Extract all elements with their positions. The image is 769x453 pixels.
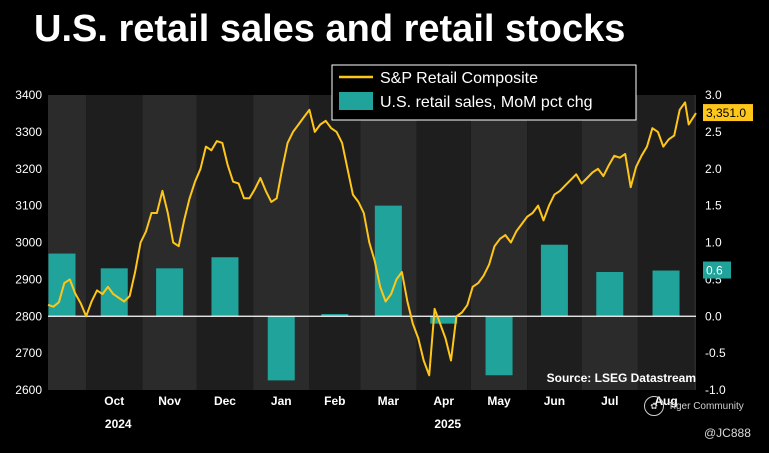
month-label: Apr [433,394,454,408]
sales-bar [374,205,402,317]
month-band [142,95,197,390]
month-label: Dec [214,394,236,408]
month-band [694,95,696,390]
legend-box [331,64,637,121]
tiger-logo-icon: ✿ [644,396,664,416]
month-label: Mar [378,394,400,408]
legend-bar-swatch [339,92,373,110]
sales-bar [267,316,295,381]
sales-bar [430,316,458,324]
month-band [196,95,254,390]
right-tick-label: 2.0 [705,162,722,176]
last-value-labels: 3,351.0 0.6 [703,104,753,279]
year-label: 2025 [434,417,461,431]
month-label: Oct [104,394,124,408]
month-label: Nov [158,394,181,408]
price-label-box [703,104,753,122]
month-band [581,95,638,390]
right-axis-ticks: -1.0-0.50.00.51.01.52.02.53.0 [705,88,726,397]
sales-bar [652,270,680,317]
retail-composite-path [47,101,697,377]
sales-bar [156,268,184,317]
retail-composite-line [47,101,697,377]
left-tick-label: 3300 [15,125,42,139]
sales-bar [540,244,568,317]
watermark: ✿ Tiger Community [644,396,744,416]
watermark-brand: Tiger Community [668,400,744,412]
right-tick-label: 3.0 [705,88,722,102]
chart-title: U.S. retail sales and retail stocks [34,8,626,50]
sales-bar [596,272,624,317]
right-tick-label: 0.0 [705,309,722,323]
author-handle: @JC888 [704,426,751,440]
month-label: May [487,394,511,408]
legend-bar-label: U.S. retail sales, MoM pct chg [380,94,593,111]
month-band [309,95,361,390]
month-bands [48,95,696,390]
left-tick-label: 2900 [15,272,42,286]
right-tick-label: -0.5 [705,346,726,360]
left-tick-label: 2800 [15,309,42,323]
left-tick-label: 2700 [15,346,42,360]
right-tick-label: 2.5 [705,125,722,139]
month-band [48,95,87,390]
sales-label-box [703,261,731,279]
sales-label: 0.6 [706,264,723,278]
right-tick-label: 1.0 [705,236,722,250]
left-tick-label: 3000 [15,236,42,250]
sales-bar [485,316,513,376]
price-label: 3,351.0 [706,106,746,120]
month-band [527,95,582,390]
left-axis-ticks: 2600 2700 2800 2900 3000 3100 3200 3300 3400 [15,88,42,397]
month-band [86,95,143,390]
left-tick-label: 3100 [15,199,42,213]
year-label: 2024 [105,417,132,431]
right-tick-label: -1.0 [705,383,726,397]
left-tick-label: 3200 [15,162,42,176]
retail-sales-bars [48,205,680,381]
month-band [416,95,471,390]
legend-line-label: S&P Retail Composite [380,70,538,87]
source-note: Source: LSEG Datastream [547,371,696,385]
legend: S&P Retail Composite U.S. retail sales, M… [331,64,637,121]
sales-bar [321,314,349,317]
month-label: Jul [601,394,618,408]
month-label: Feb [324,394,345,408]
right-tick-label: 1.5 [705,199,722,213]
sales-bar [211,257,239,317]
month-label: Jan [271,394,292,408]
sales-bar [100,268,128,317]
month-band [637,95,695,390]
left-tick-label: 3400 [15,88,42,102]
month-label: Jun [544,394,565,408]
left-tick-label: 2600 [15,383,42,397]
